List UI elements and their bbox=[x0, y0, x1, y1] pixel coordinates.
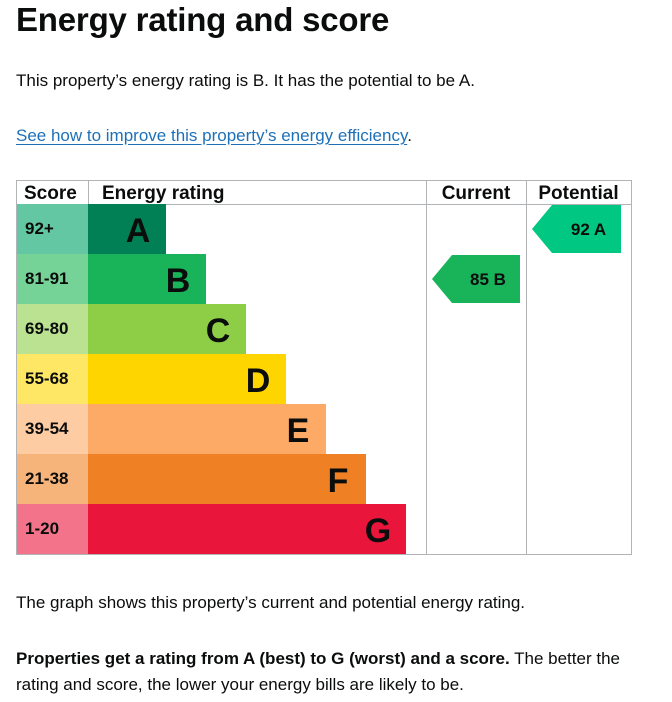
rating-letter: C bbox=[206, 312, 231, 350]
header-score: Score bbox=[24, 183, 77, 204]
rating-bar bbox=[88, 504, 406, 554]
score-range-label: 81-91 bbox=[25, 269, 68, 288]
score-range-label: 1-20 bbox=[25, 519, 59, 538]
score-range-label: 55-68 bbox=[25, 369, 68, 388]
header-current: Current bbox=[442, 183, 511, 204]
header-energy-rating: Energy rating bbox=[102, 183, 224, 204]
score-range-label: 21-38 bbox=[25, 469, 68, 488]
current-rating-label: 85 B bbox=[470, 270, 506, 289]
score-range-label: 92+ bbox=[25, 219, 54, 238]
rating-letter: E bbox=[287, 412, 310, 450]
rating-letter: D bbox=[246, 362, 271, 400]
rating-letter: A bbox=[126, 212, 151, 250]
score-range-label: 39-54 bbox=[25, 419, 69, 438]
graph-caption: The graph shows this property’s current … bbox=[16, 590, 525, 616]
rating-letter: F bbox=[328, 462, 349, 500]
potential-rating-label: 92 A bbox=[571, 220, 606, 239]
header-potential: Potential bbox=[538, 183, 618, 204]
rating-explanation: Properties get a rating from A (best) to… bbox=[16, 646, 646, 698]
rating-explanation-bold: Properties get a rating from A (best) to… bbox=[16, 649, 510, 668]
rating-letter: B bbox=[166, 262, 191, 300]
rating-bar bbox=[88, 454, 366, 504]
score-range-label: 69-80 bbox=[25, 319, 68, 338]
rating-letter: G bbox=[365, 512, 391, 550]
